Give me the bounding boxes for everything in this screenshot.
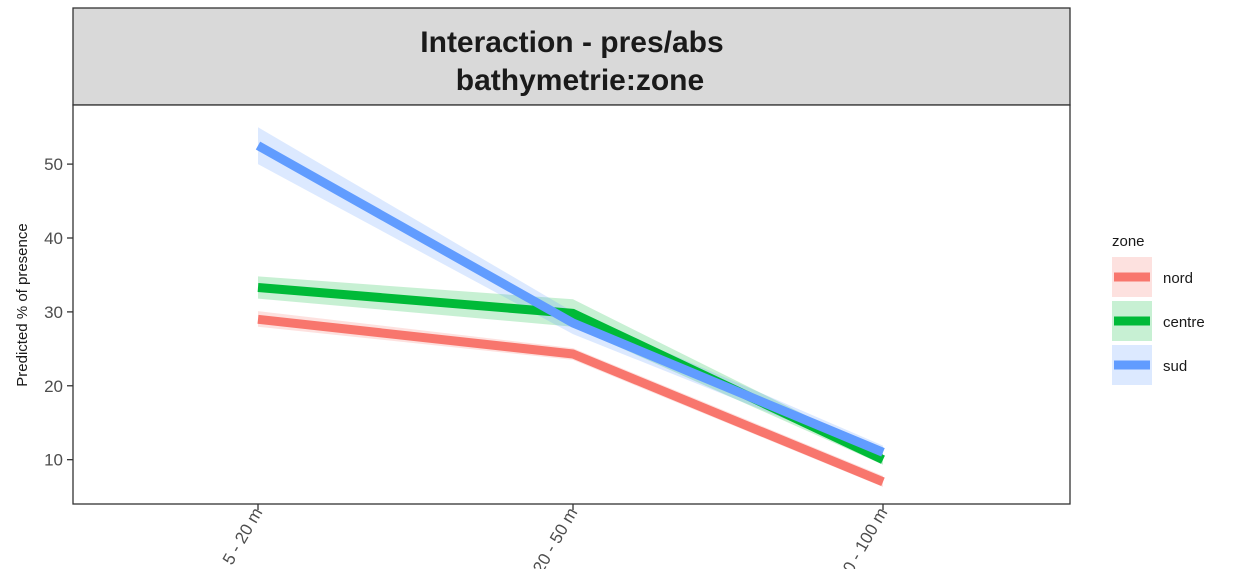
- x-tick-label-2: 50 - 100 m: [834, 505, 891, 569]
- y-axis-title: Predicted % of presence: [14, 223, 31, 386]
- y-tick-label-40: 40: [44, 229, 63, 248]
- legend-label-nord: nord: [1163, 270, 1193, 287]
- plot-panel: [72, 104, 1071, 505]
- legend-title: zone: [1112, 233, 1145, 250]
- y-tick-label-20: 20: [44, 377, 63, 396]
- title-strip: [72, 7, 1071, 106]
- x-axis: 5 - 20 m 20 - 50 m 50 - 100 m: [219, 504, 891, 569]
- y-tick-label-10: 10: [44, 451, 63, 470]
- y-tick-label-50: 50: [44, 155, 63, 174]
- y-axis: 10 20 30 40 50: [44, 155, 73, 470]
- series-lines: [255, 141, 885, 486]
- chart-subtitle: bathymetrie:zone: [456, 64, 704, 97]
- x-tick-label-0: 5 - 20 m: [219, 505, 267, 569]
- legend: nord centre sud: [1112, 257, 1205, 385]
- legend-label-centre: centre: [1163, 314, 1205, 331]
- chart-title: Interaction - pres/abs: [420, 26, 723, 59]
- x-tick-label-1: 20 - 50 m: [529, 505, 581, 569]
- y-tick-label-30: 30: [44, 303, 63, 322]
- legend-label-sud: sud: [1163, 358, 1187, 375]
